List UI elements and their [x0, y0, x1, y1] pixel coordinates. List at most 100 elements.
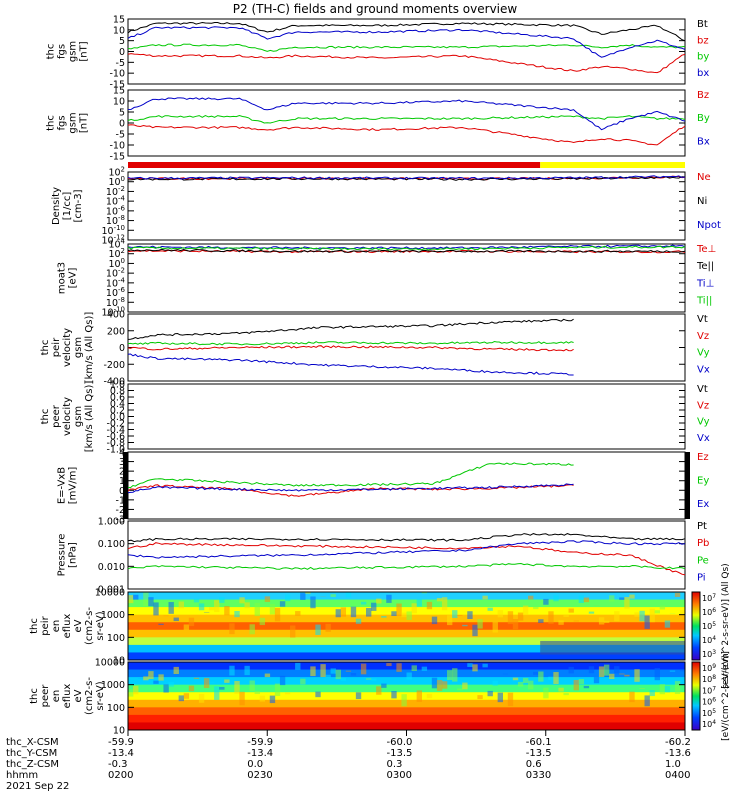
y-tick-label: 5: [119, 108, 125, 119]
spectrogram-texture: [543, 598, 549, 605]
flag-bar-yellow: [540, 162, 685, 168]
footer-value: 0.3: [387, 759, 403, 770]
y-axis-label: Pressure: [57, 534, 68, 577]
spectrogram-texture: [421, 592, 428, 594]
colorbar-tick: 105: [702, 708, 716, 718]
legend-by: by: [697, 52, 709, 63]
y-tick-label: 0: [119, 343, 125, 354]
spectrogram-texture: [158, 674, 164, 681]
spectrogram-texture: [143, 676, 149, 681]
y-tick-label: 400: [107, 310, 125, 321]
y-tick-label: 0.8: [110, 386, 125, 397]
spectrogram-texture: [295, 662, 301, 670]
spectrogram-texture: [619, 673, 625, 675]
y-tick-label: -0.8: [106, 438, 125, 449]
spectrogram-band: [128, 644, 685, 653]
legend-Vx: Vx: [697, 433, 710, 444]
spectrogram-texture: [573, 680, 579, 691]
y-tick-label: 10-6: [106, 204, 126, 217]
spectrogram-9: [128, 592, 686, 661]
colorbar-tick: 108: [702, 674, 716, 684]
y-tick-label: 104: [108, 238, 125, 251]
flag-bar-red: [128, 162, 541, 168]
y-tick-label: 10: [113, 97, 125, 108]
y-tick-label: -10: [109, 69, 125, 80]
spectrogram-texture: [593, 677, 600, 684]
y-tick-label: 15: [113, 15, 125, 26]
spectrogram-texture: [335, 669, 341, 680]
spectrogram-texture: [274, 683, 281, 696]
spectrogram-band: [128, 684, 685, 693]
y-tick-label: 10: [113, 656, 125, 667]
series-line-Pe: [127, 562, 686, 570]
y-tick-label: -0.6: [106, 432, 125, 443]
y-tick-label: -0.4: [106, 425, 125, 436]
spectrogram-texture: [376, 686, 382, 695]
spectrogram-texture: [634, 612, 640, 617]
spectrogram-texture: [426, 693, 433, 699]
series-line-by: [127, 43, 686, 52]
spectrogram-texture: [401, 612, 407, 618]
footer-value: 0230: [247, 770, 272, 781]
panel-10: 10000 1000 100 10 thc peer en eflux eV (cm2-s-sr-…: [29, 658, 686, 737]
spectrogram-texture: [295, 611, 301, 616]
legend-Pb: Pb: [697, 538, 709, 549]
y-tick-label: -0.2: [106, 419, 125, 430]
spectrogram-band: [128, 592, 685, 601]
spectrogram-texture: [335, 609, 341, 618]
legend-Vz: Vz: [697, 331, 709, 342]
spectrogram-texture: [664, 685, 671, 693]
legend-By: By: [697, 113, 710, 124]
colorbar-2: [691, 661, 701, 731]
spectrogram-texture: [416, 690, 422, 702]
footer-value: -13.5: [526, 748, 552, 759]
spectrogram-texture: [441, 681, 448, 689]
y-axis-label: thc: [40, 340, 51, 356]
spectrogram-texture: [548, 611, 554, 624]
spectrogram-texture: [614, 611, 620, 622]
spectrogram-texture: [431, 616, 438, 625]
series-line-Npot: [127, 175, 686, 180]
spectrogram-texture: [664, 620, 671, 628]
panel-frame: [127, 171, 686, 241]
spectrogram-texture: [528, 680, 534, 690]
spectrogram-texture: [279, 675, 286, 686]
legend-Ne: Ne: [697, 172, 711, 183]
footer-row-label: thc_Y-CSM: [6, 748, 57, 759]
footer-value: 0300: [387, 770, 412, 781]
y-tick-label: 1000: [101, 610, 125, 621]
y-tick-label: 1.0: [110, 380, 125, 391]
footer-value: 0.0: [247, 759, 263, 770]
spectrogram-texture: [472, 664, 478, 672]
spectrogram-texture: [517, 681, 524, 687]
footer-value: 0400: [665, 770, 690, 781]
spectrogram-texture: [396, 663, 402, 672]
spectrogram-texture: [350, 606, 357, 618]
spectrogram-texture: [452, 610, 458, 618]
spectrogram-texture: [522, 605, 529, 616]
spectrogram-10: [128, 662, 686, 731]
spectrogram-texture: [487, 607, 493, 611]
spectrogram-texture: [416, 599, 422, 607]
spectrogram-texture: [284, 692, 291, 695]
y-tick-label: 0.100: [98, 539, 125, 550]
spectrogram-texture: [436, 598, 443, 602]
y-axis-label: thc: [40, 409, 51, 425]
y-axis-label: en: [51, 690, 62, 703]
spectrogram-texture: [224, 606, 230, 616]
y-tick-label: 10-8: [106, 214, 125, 227]
spectrogram-texture: [583, 685, 590, 689]
colorbar-tick: 104: [702, 719, 716, 729]
footer-value: -60.0: [387, 737, 413, 748]
footer-value: -13.4: [108, 748, 134, 759]
footer-row-label: hhmm: [6, 770, 38, 781]
spectrogram-band: [128, 622, 685, 631]
y-tick-label: 5: [119, 36, 125, 47]
spectrogram-band: [128, 707, 685, 716]
y-tick-label: 0.4: [110, 399, 125, 410]
y-tick-label: -15: [109, 80, 125, 91]
y-axis-label: en: [51, 620, 62, 633]
spectrogram-texture: [264, 596, 271, 602]
